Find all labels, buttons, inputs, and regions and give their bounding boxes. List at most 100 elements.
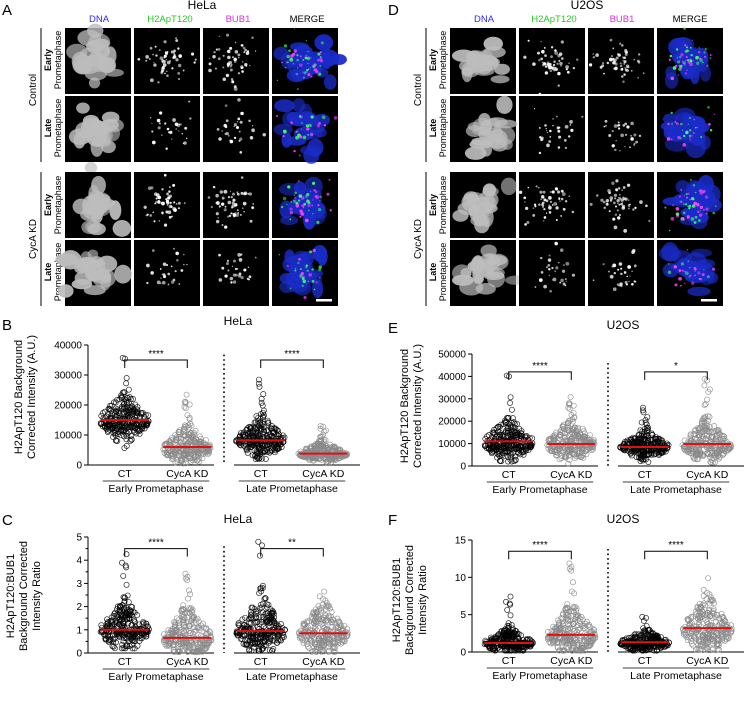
data-point	[257, 415, 264, 422]
data-point	[514, 645, 521, 652]
kinetochore-spot	[320, 41, 324, 45]
data-point	[249, 452, 256, 459]
kinetochore-spot	[137, 57, 141, 61]
data-point	[255, 538, 262, 545]
kinetochore-spot	[228, 60, 233, 65]
kinetochore-spot	[315, 191, 318, 193]
kinetochore-spot	[667, 270, 672, 275]
chart-title: U2OS	[607, 512, 640, 526]
kinetochore-spot	[296, 59, 299, 62]
data-point	[512, 456, 519, 463]
data-point	[505, 458, 512, 465]
data-point	[128, 422, 135, 429]
kinetochore-spot	[690, 135, 693, 137]
kinetochore-spot	[248, 119, 251, 123]
kinetochore-spot	[682, 211, 686, 215]
significance-bracket	[124, 359, 188, 368]
kinetochore-spot	[553, 69, 556, 72]
data-point	[624, 437, 631, 444]
kinetochore-spot	[231, 201, 235, 205]
data-point	[640, 456, 647, 463]
chromatin-blob	[496, 95, 513, 114]
kinetochore-spot	[229, 46, 233, 50]
kinetochore-spot	[569, 120, 573, 124]
data-point	[182, 570, 189, 577]
kinetochore-spot	[214, 67, 218, 70]
kinetochore-spot	[182, 69, 185, 72]
kinetochore-spot	[677, 135, 681, 140]
kinetochore-spot	[310, 115, 314, 119]
kinetochore-spot	[303, 296, 307, 300]
data-point	[118, 394, 125, 401]
kinetochore-spot	[624, 67, 626, 69]
chromatin-blob	[114, 264, 132, 284]
kinetochore-spot	[673, 265, 677, 269]
kinetochore-spot	[281, 205, 284, 209]
kinetochore-spot	[551, 204, 554, 206]
kinetochore-spot	[262, 133, 266, 137]
data-point	[308, 613, 315, 620]
kinetochore-spot	[608, 133, 612, 138]
kinetochore-spot	[294, 268, 297, 270]
data-point	[204, 451, 211, 458]
kinetochore-spot	[624, 197, 628, 201]
chromatin-blob	[80, 208, 102, 222]
kinetochore-spot	[636, 59, 640, 63]
data-point	[190, 642, 197, 649]
kinetochore-spot	[571, 210, 575, 214]
data-point	[124, 592, 131, 599]
kinetochore-spot	[627, 265, 632, 269]
kinetochore-spot	[558, 59, 561, 62]
kinetochore-spot	[161, 280, 166, 285]
data-point	[178, 607, 185, 614]
kinetochore-spot	[645, 204, 648, 208]
kinetochore-spot	[306, 56, 311, 61]
data-point	[517, 443, 524, 450]
kinetochore-spot	[181, 133, 184, 135]
data-point	[257, 449, 264, 456]
kinetochore-spot	[242, 46, 246, 50]
data-point	[316, 437, 323, 444]
kinetochore-spot	[145, 59, 148, 62]
kinetochore-spot	[145, 55, 150, 59]
data-point	[183, 448, 190, 455]
data-point	[644, 414, 651, 421]
kinetochore-spot	[293, 28, 296, 30]
data-point	[304, 641, 311, 648]
data-point	[300, 629, 307, 635]
data-point	[269, 626, 276, 633]
kinetochore-spot	[545, 63, 548, 65]
chromatin-blob	[273, 123, 293, 136]
kinetochore-spot	[549, 129, 552, 133]
kinetochore-spot	[170, 50, 174, 54]
kinetochore-spot	[248, 192, 252, 196]
data-point	[264, 604, 271, 611]
data-point	[112, 399, 119, 406]
kinetochore-spot	[527, 186, 530, 189]
kinetochore-spot	[215, 48, 218, 51]
micrograph-bub	[203, 240, 269, 306]
chromatin-blob	[331, 53, 347, 65]
kinetochore-spot	[302, 205, 304, 208]
kinetochore-spot	[168, 215, 172, 219]
kinetochore-spot	[549, 136, 552, 138]
data-point	[316, 455, 323, 462]
kinetochore-spot	[613, 67, 616, 70]
data-point	[727, 442, 734, 449]
kinetochore-spot	[544, 54, 547, 57]
data-point	[329, 623, 336, 630]
kinetochore-spot	[237, 253, 242, 257]
kinetochore-spot	[532, 214, 536, 217]
kinetochore-spot	[219, 190, 224, 194]
kinetochore-spot	[620, 272, 623, 276]
kinetochore-spot	[675, 206, 680, 211]
kinetochore-spot	[238, 130, 241, 133]
chromatin-blob	[687, 286, 711, 297]
kinetochore-spot	[689, 137, 691, 139]
data-point	[258, 422, 265, 429]
kinetochore-spot	[589, 202, 593, 206]
kinetochore-spot	[559, 200, 561, 202]
kinetochore-spot	[319, 65, 322, 67]
kinetochore-spot	[554, 67, 558, 71]
kinetochore-spot	[156, 280, 161, 285]
